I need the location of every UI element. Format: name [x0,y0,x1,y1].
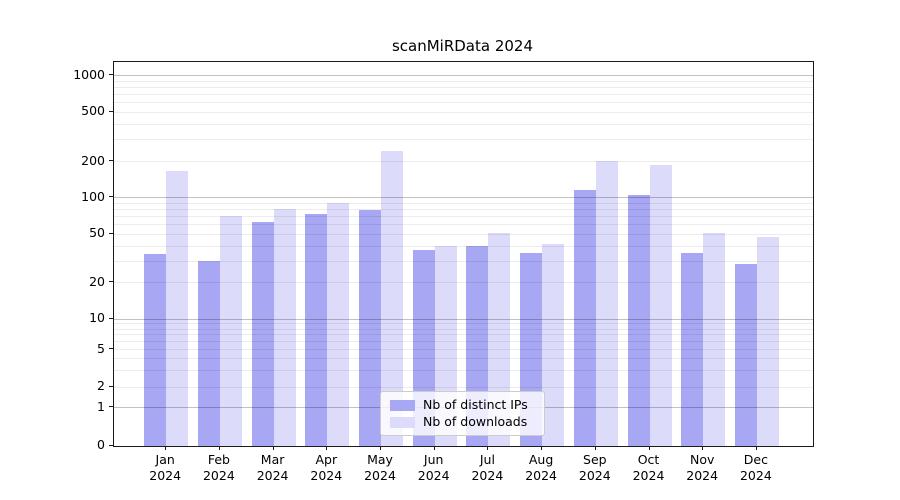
x-tick-label-aug: Aug 2024 [525,452,557,483]
y-tick-label-1: 1 [97,398,105,414]
x-tick-label-jan: Jan 2024 [149,452,182,483]
x-tick-label-oct: Oct 2024 [632,452,665,483]
legend-label-downloads: Nb of downloads [423,414,528,429]
gridline-80 [114,208,813,210]
bar-downloads-apr [327,202,350,446]
y-tick-label-20: 20 [89,273,105,289]
gridline-100 [114,197,813,198]
legend-item-downloads: Nb of downloads [390,414,535,430]
bar-downloads-mar [273,208,296,446]
x-tick-label-jun: Jun 2024 [417,452,450,483]
x-tick-mark-sep [594,446,596,450]
y-tick-mark-500 [109,110,113,112]
gridline-200 [114,161,813,162]
bar-distinct-ips-oct [627,194,650,446]
x-tick-mark-apr [326,446,328,450]
gridline-600 [114,102,813,103]
legend-item-distinct-ips: Nb of distinct IPs [390,397,535,413]
y-tick-mark-0 [109,444,113,446]
x-tick-mark-may [380,446,381,450]
bar-distinct-ips-sep [573,190,596,446]
x-tick-label-dec: Dec 2024 [739,452,772,483]
y-tick-mark-100 [109,196,113,197]
bar-distinct-ips-mar [251,222,274,446]
bar-downloads-feb [219,215,242,446]
bar-distinct-ips-jan [144,254,167,446]
x-tick-mark-nov [702,446,704,450]
x-tick-mark-jul [487,446,489,450]
gridline-60 [114,224,813,225]
y-tick-mark-50 [109,232,113,234]
legend-swatch-downloads-icon [390,416,415,428]
legend-swatch-distinct-ips-icon [390,399,415,411]
x-tick-mark-jan [165,446,167,450]
x-tick-label-feb: Feb 2024 [202,452,235,483]
legend-label-distinct-ips: Nb of distinct IPs [423,397,528,412]
x-tick-mark-feb [218,446,220,450]
y-tick-label-200: 200 [81,152,105,168]
y-tick-mark-1000 [109,74,113,75]
bar-downloads-oct [649,165,672,446]
plot-area [113,61,814,447]
bar-distinct-ips-apr [305,213,328,446]
gridline-900 [114,80,813,82]
y-tick-label-0: 0 [97,437,105,453]
bar-distinct-ips-feb [197,260,220,446]
bar-downloads-sep [595,161,618,446]
x-tick-label-sep: Sep 2024 [578,452,611,483]
legend: Nb of distinct IPs Nb of downloads [380,391,545,436]
x-tick-mark-aug [541,446,543,450]
x-tick-mark-jun [433,446,435,450]
y-tick-mark-5 [109,348,113,350]
y-tick-label-100: 100 [81,188,105,204]
gridline-800 [114,86,813,88]
y-tick-mark-20 [109,281,113,282]
y-tick-mark-1 [109,406,113,407]
bar-downloads-nov [703,232,726,446]
y-tick-mark-10 [109,317,113,319]
bar-distinct-ips-nov [681,252,704,446]
y-tick-label-5: 5 [97,340,105,356]
gridline-70 [114,215,813,217]
gridline-1000 [114,75,813,76]
bar-downloads-may [381,151,403,446]
y-tick-label-50: 50 [89,225,105,241]
bar-downloads-dec [756,237,779,446]
y-tick-mark-2 [109,385,113,387]
bar-distinct-ips-dec [734,264,757,446]
gridline-700 [114,93,813,95]
x-tick-label-nov: Nov 2024 [686,452,719,483]
bar-downloads-jan [166,171,189,446]
y-tick-mark-200 [109,160,113,161]
x-tick-label-apr: Apr 2024 [310,452,343,483]
x-tick-mark-dec [755,446,757,450]
y-tick-label-1000: 1000 [73,66,105,82]
bar-distinct-ips-may [359,210,381,446]
gridline-500 [114,111,813,113]
chart-title: scanMiRData 2024 [391,37,534,55]
x-tick-label-mar: Mar 2024 [256,452,289,483]
gridline-300 [114,139,813,141]
bar-downloads-aug [542,244,565,446]
y-tick-label-500: 500 [81,103,105,119]
gridline-90 [114,202,813,204]
x-tick-mark-oct [648,446,650,450]
gridline-400 [114,123,813,125]
x-tick-mark-mar [272,446,274,450]
x-tick-label-jul: Jul 2024 [471,452,504,483]
y-tick-label-10: 10 [89,310,105,326]
y-tick-label-2: 2 [97,378,105,394]
x-tick-label-may: May 2024 [364,452,396,483]
